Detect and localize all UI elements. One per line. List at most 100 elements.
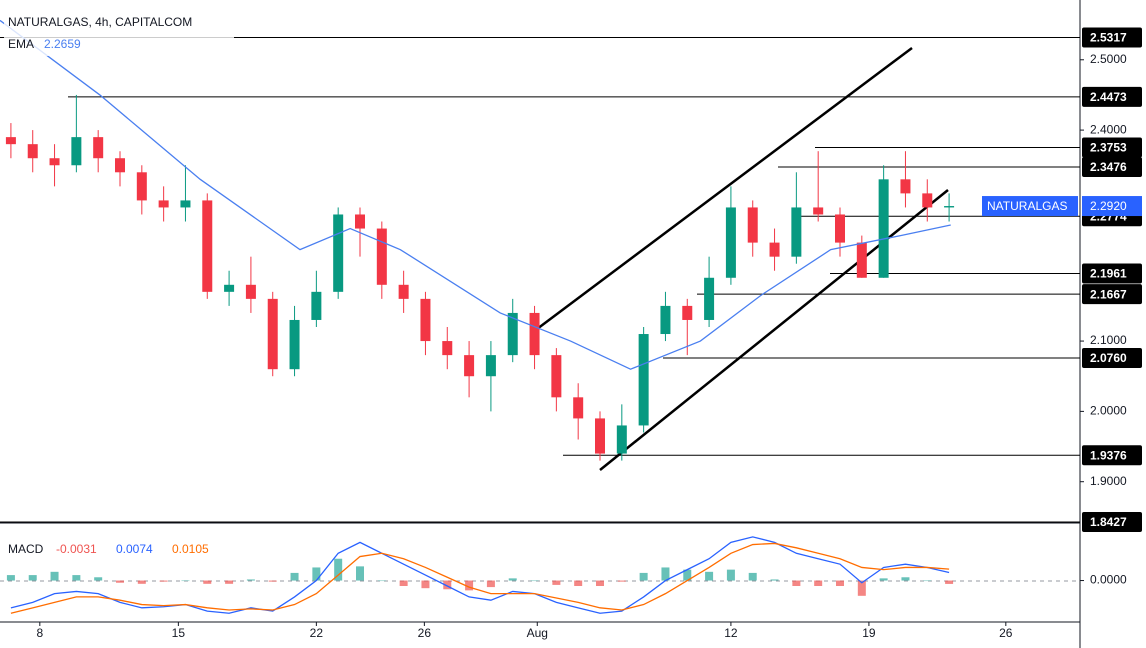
x-tick-label: 22 [310, 626, 324, 640]
macd-histogram-bar [486, 580, 495, 588]
level-label: 2.1961 [1090, 267, 1127, 281]
candle-body [595, 418, 605, 454]
level-tag [1082, 512, 1142, 532]
candle-body [93, 137, 104, 159]
macd-histogram-bar [246, 579, 255, 581]
y-tick-label: 0.0000 [1090, 573, 1127, 587]
candle-body [529, 312, 540, 356]
macd-histogram-bar [596, 580, 604, 586]
level-tag [1082, 284, 1142, 305]
candle-body [115, 158, 125, 173]
level-label: 2.3753 [1090, 141, 1127, 155]
ema-line [0, 19, 951, 370]
symbol: NATURALGAS, 4h, CAPITALCOM [8, 15, 192, 29]
macd-histogram-bar [6, 575, 15, 581]
candle-body [507, 312, 518, 356]
level-label: 2.0760 [1090, 351, 1127, 365]
macd-histogram-bar [617, 580, 626, 582]
macd-histogram-bar [268, 580, 277, 582]
x-tick-label: 26 [999, 626, 1013, 640]
candle-body [333, 214, 344, 292]
macd-histogram-bar [901, 577, 910, 581]
macd-histogram-bar [94, 577, 103, 581]
x-tick-label: 19 [862, 626, 876, 640]
macd-histogram-bar [530, 580, 539, 582]
level-tag [1082, 27, 1142, 48]
plot [0, 19, 1080, 614]
candle-body [202, 200, 213, 292]
macd-value: 0.0074 [116, 542, 153, 556]
candle-body [180, 200, 191, 208]
last-price-tag [1082, 196, 1142, 217]
macd-histogram-bar [28, 575, 37, 581]
macd-histogram-bar [225, 580, 234, 584]
candle-body [158, 200, 169, 208]
candle-body [420, 298, 431, 342]
candle-body [856, 242, 867, 278]
y-tick-label: 1.9000 [1090, 474, 1127, 488]
candle-body [49, 158, 60, 166]
candle-body [704, 277, 715, 320]
macd-histogram-bar [334, 558, 343, 581]
x-tick-label: 15 [172, 626, 186, 640]
ema-label: EMA [8, 37, 34, 51]
candle-body [682, 305, 693, 320]
macd-histogram-bar [421, 580, 430, 589]
channel-upper [536, 46, 913, 331]
y-tick-label: 2.4000 [1090, 122, 1127, 136]
level-label: 1.9376 [1090, 448, 1127, 462]
level-label: 2.1667 [1090, 287, 1127, 301]
macd-title: MACD [8, 542, 44, 556]
macd-line [10, 536, 950, 614]
level-label: 2.3476 [1090, 160, 1127, 174]
candle-body [769, 242, 780, 257]
candle-body [638, 334, 649, 426]
macd-histogram-bar [552, 580, 561, 585]
macd-histogram-bar [508, 578, 517, 581]
level-tag [1082, 347, 1142, 368]
macd-histogram-bar [770, 579, 779, 581]
level-label: 2.4473 [1090, 90, 1127, 104]
macd-histogram-bar [879, 578, 888, 581]
candle-body [944, 206, 955, 208]
candle-body [136, 172, 147, 201]
macd-histogram-bar [290, 572, 299, 581]
candle-body [900, 179, 911, 194]
macd-histogram-bar [181, 580, 190, 582]
candle-body [224, 284, 235, 292]
candle-body [464, 355, 475, 377]
candle-body [660, 305, 671, 335]
last-price-label: 2.2920 [1090, 199, 1127, 213]
macd-histogram-bar [203, 580, 212, 584]
candle-body [355, 214, 365, 229]
level-tag [1082, 263, 1142, 284]
last-price-name: NATURALGAS [987, 199, 1067, 213]
macd-histogram-bar [945, 580, 954, 584]
macd-line [10, 542, 950, 614]
macd-histogram-bar [399, 580, 408, 586]
candle-body [376, 228, 387, 285]
y-tick-label: 2.1000 [1090, 333, 1127, 347]
x-tick-label: 12 [724, 626, 738, 640]
last-price-name-tag [982, 196, 1078, 217]
macd-histogram-bar [792, 580, 801, 586]
x-tick-label: 26 [418, 626, 432, 640]
candle-body [573, 397, 584, 419]
candle-body [71, 137, 82, 166]
macd-histogram-bar [923, 580, 932, 582]
candle-body [835, 214, 845, 243]
macd-histogram-bar [50, 571, 59, 581]
macd-histogram-bar [661, 567, 670, 581]
y-tick-label: 2.0000 [1090, 404, 1127, 418]
macd-histogram-bar [814, 580, 823, 586]
level-label: 1.8427 [1090, 515, 1127, 529]
macd-histogram-bar [857, 580, 866, 596]
macd-histogram-bar [159, 580, 168, 582]
macd-histogram-bar [137, 580, 146, 584]
x-tick-label: Aug [527, 626, 548, 640]
candle-body [27, 144, 38, 159]
candle-body [747, 207, 758, 243]
y-tick-label: 2.5000 [1090, 52, 1127, 66]
